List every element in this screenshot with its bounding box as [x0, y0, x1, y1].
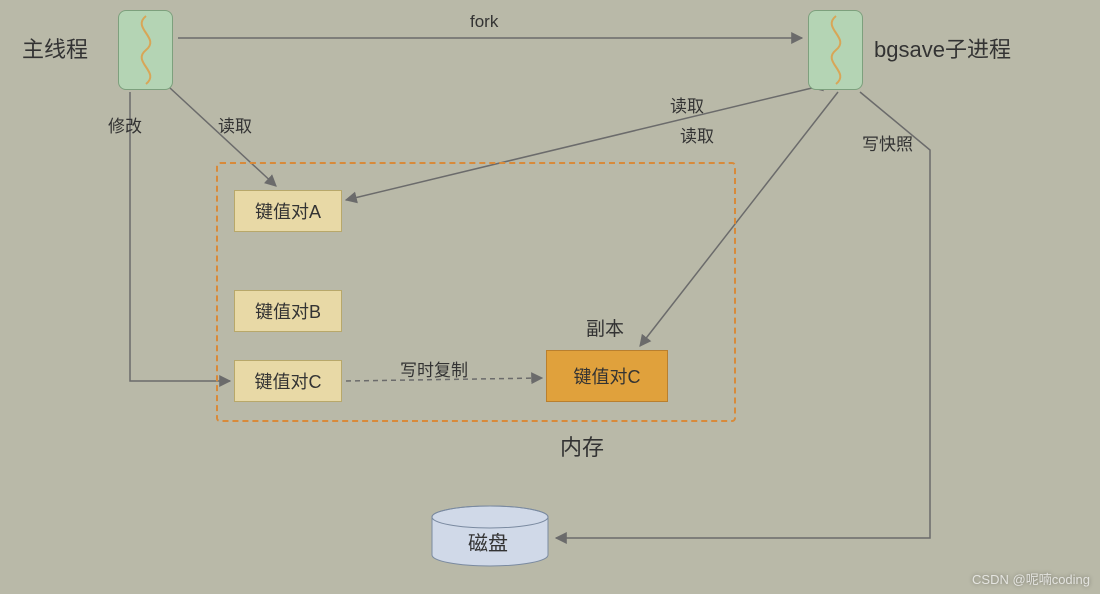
main-thread-node: [118, 10, 173, 90]
kv-pair-c: 键值对C: [234, 360, 342, 402]
edge-label-fork: fork: [470, 12, 498, 32]
main-thread-label: 主线程: [22, 32, 88, 64]
kv-pair-a: 键值对A: [234, 190, 342, 232]
edge-label-read-bg2: 读取: [680, 122, 714, 147]
kv-pair-b-label: 键值对B: [255, 298, 321, 324]
kv-copy-title: 副本: [586, 314, 624, 341]
bgsave-node: [808, 10, 863, 90]
edge-label-read-bg1: 读取: [670, 92, 704, 117]
edge-modify: [130, 92, 230, 381]
edge-label-cow: 写时复制: [400, 356, 468, 381]
kv-pair-a-label: 键值对A: [255, 198, 321, 224]
disk-label: 磁盘: [468, 527, 508, 556]
memory-label: 内存: [560, 430, 604, 462]
edge-label-modify: 修改: [108, 112, 142, 137]
watermark-text: CSDN @呢喃coding: [972, 569, 1090, 588]
disk-node: 磁盘: [430, 505, 550, 567]
thread-squiggle-icon: [809, 10, 862, 90]
kv-pair-b: 键值对B: [234, 290, 342, 332]
edge-label-snapshot: 写快照: [862, 130, 913, 155]
thread-squiggle-icon: [119, 10, 172, 90]
kv-pair-c-copy-label: 键值对C: [574, 363, 641, 389]
edge-label-read-main: 读取: [218, 112, 252, 137]
kv-pair-c-copy: 键值对C: [546, 350, 668, 402]
kv-pair-c-label: 键值对C: [255, 368, 322, 394]
bgsave-label: bgsave子进程: [874, 32, 1011, 64]
